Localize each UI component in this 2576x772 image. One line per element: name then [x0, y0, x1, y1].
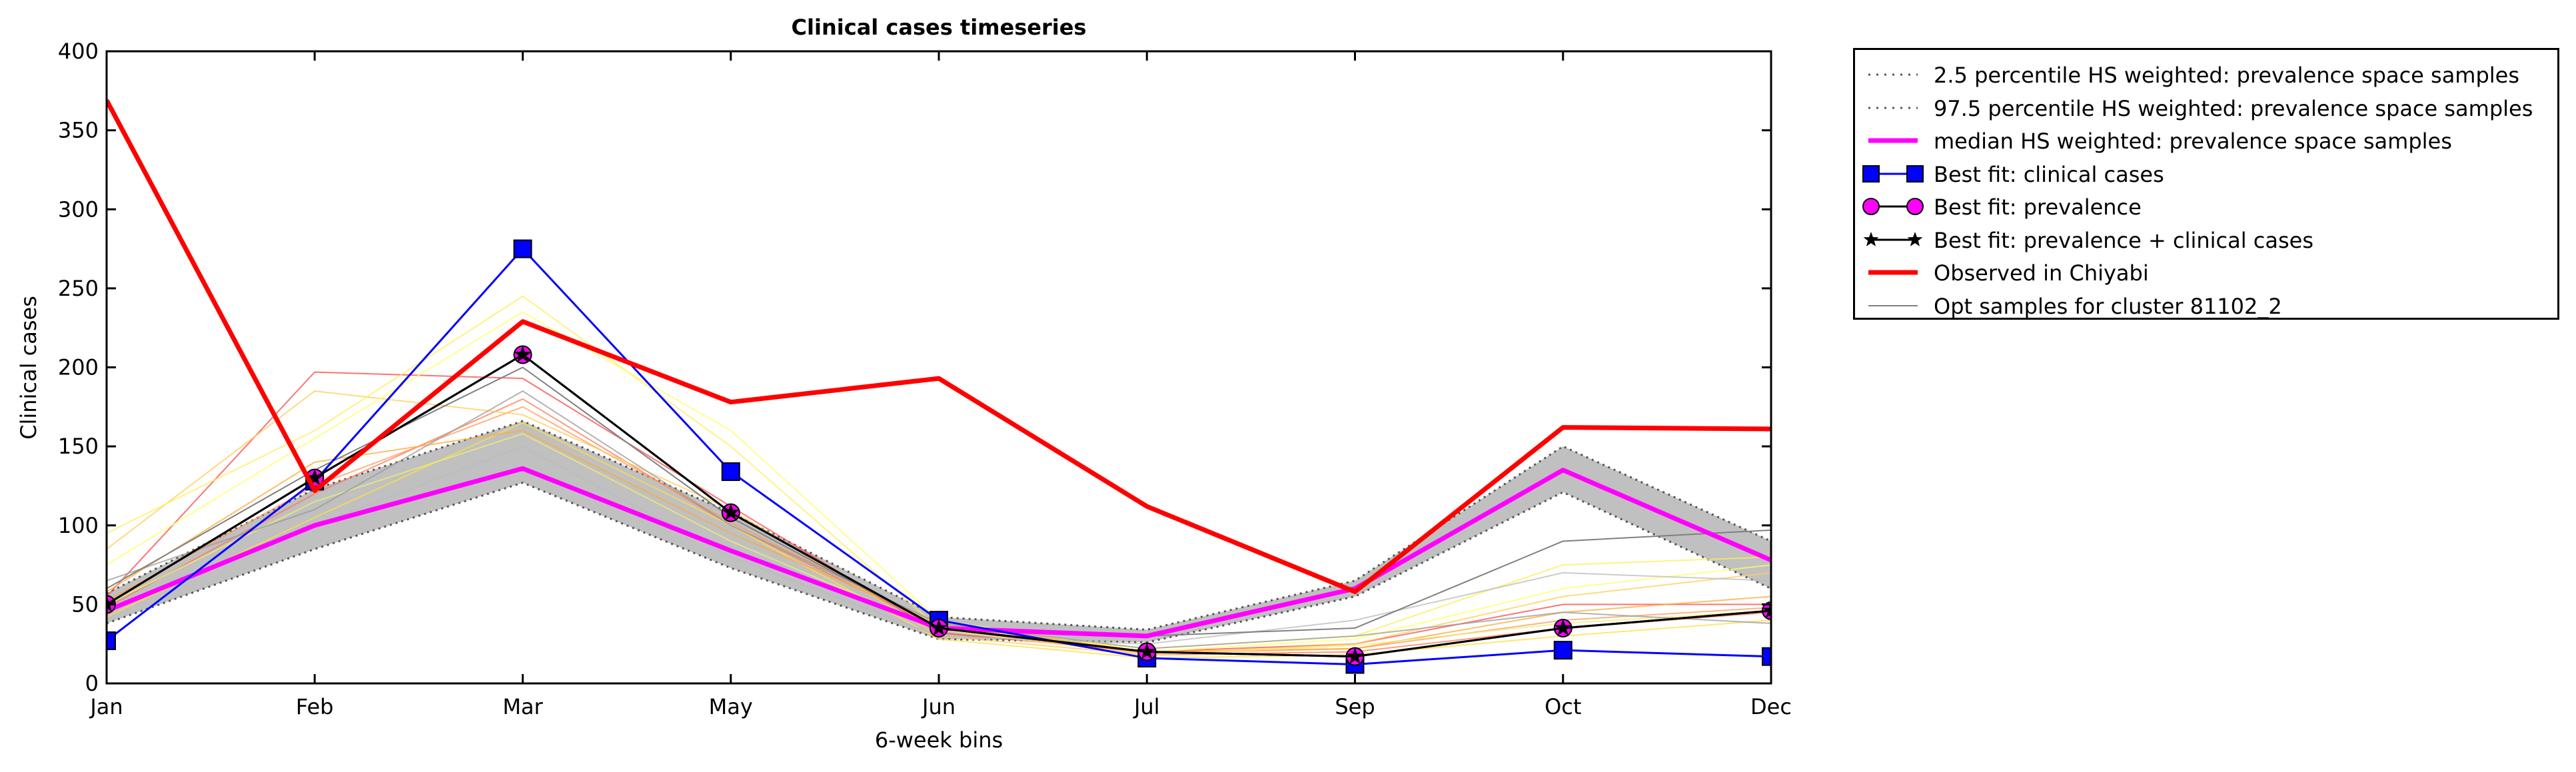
y-tick-label-0: 0 — [85, 671, 99, 696]
series-3-point-5 — [1138, 643, 1156, 659]
series-3-point-2 — [514, 346, 532, 362]
x-tick-label-2: Mar — [502, 694, 543, 719]
y-tick-label-5: 250 — [58, 276, 99, 301]
legend-item-4: Best fit: prevalence — [1855, 190, 2557, 223]
y-tick-label-4: 200 — [58, 355, 99, 380]
series-3-point-7 — [1554, 619, 1572, 635]
legend-label-5: Best fit: prevalence + clinical cases — [1934, 227, 2314, 253]
legend-item-6: Observed in Chiyabi — [1855, 256, 2557, 289]
sample-line-4 — [107, 295, 1771, 649]
x-tick-label-7: Oct — [1545, 694, 1581, 719]
x-tick-label-1: Feb — [296, 694, 334, 719]
y-tick-label-7: 350 — [58, 118, 99, 143]
series-3-point-6 — [1346, 647, 1364, 664]
series-3-point-8 — [1762, 601, 1771, 618]
x-tick-label-3: May — [709, 694, 753, 719]
y-tick-label-3: 150 — [58, 434, 99, 459]
series-3-point-4 — [930, 619, 948, 635]
legend-item-0: 2.5 percentile HS weighted: prevalence s… — [1855, 58, 2557, 91]
x-tick-label-0: Jan — [89, 694, 123, 719]
legend-label-1: 97.5 percentile HS weighted: prevalence … — [1934, 95, 2533, 121]
series-1-point-3 — [721, 462, 740, 482]
x-tick-label-8: Dec — [1750, 694, 1792, 719]
legend-label-3: Best fit: clinical cases — [1934, 161, 2164, 187]
x-tick-label-5: Jul — [1133, 694, 1160, 719]
series-1-point-8 — [1762, 647, 1771, 666]
legend-swatch-6 — [1868, 270, 1918, 275]
legend-item-7: Opt samples for cluster 81102_2 — [1855, 289, 2557, 322]
legend-swatch-1 — [1868, 107, 1918, 109]
legend-item-5: Best fit: prevalence + clinical cases — [1855, 223, 2557, 256]
series-1-point-0 — [107, 631, 116, 650]
x-tick-label-6: Sep — [1335, 694, 1375, 719]
legend-swatch-5 — [1863, 231, 1923, 246]
legend-swatch-2 — [1868, 138, 1918, 143]
x-axis-label: 6-week bins — [875, 727, 1003, 753]
legend: 2.5 percentile HS weighted: prevalence s… — [1853, 48, 2559, 320]
y-tick-label-6: 300 — [58, 196, 99, 222]
series-3-point-3 — [722, 504, 740, 520]
legend-label-4: Best fit: prevalence — [1934, 194, 2142, 220]
plot-frame — [105, 50, 1772, 685]
chart-title: Clinical cases timeseries — [792, 15, 1087, 40]
legend-swatch-3 — [1862, 165, 1924, 183]
legend-item-3: Best fit: clinical cases — [1855, 157, 2557, 191]
legend-label-6: Observed in Chiyabi — [1934, 260, 2149, 286]
y-tick-label-1: 50 — [71, 591, 99, 617]
series-1-point-7 — [1553, 641, 1573, 660]
x-tick-label-4: Jun — [921, 694, 956, 719]
legend-label-2: median HS weighted: prevalence space sam… — [1934, 129, 2452, 154]
y-tick-label-8: 400 — [58, 39, 99, 64]
series-line-4 — [107, 99, 1771, 594]
legend-item-1: 97.5 percentile HS weighted: prevalence … — [1855, 91, 2557, 125]
sample-line-6 — [107, 422, 1771, 659]
legend-label-0: 2.5 percentile HS weighted: prevalence s… — [1934, 63, 2520, 88]
y-tick-label-2: 100 — [58, 513, 99, 538]
legend-swatch-4 — [1862, 198, 1924, 215]
y-axis-label: Clinical cases — [16, 296, 41, 440]
legend-swatch-0 — [1868, 73, 1918, 76]
legend-item-2: median HS weighted: prevalence space sam… — [1855, 124, 2557, 157]
legend-label-7: Opt samples for cluster 81102_2 — [1934, 293, 2282, 319]
legend-swatch-7 — [1868, 304, 1918, 306]
series-1-point-2 — [513, 239, 532, 258]
